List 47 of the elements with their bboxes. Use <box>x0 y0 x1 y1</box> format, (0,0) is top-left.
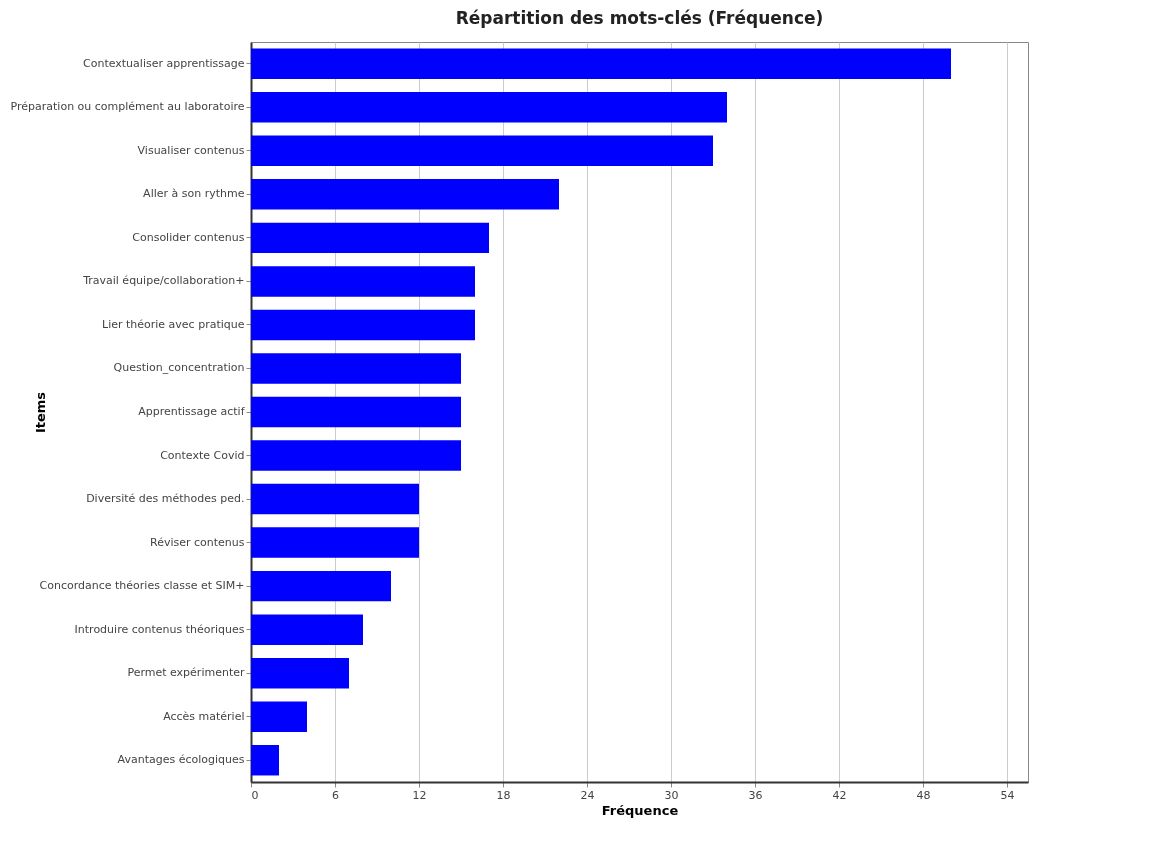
x-tick-label: 30 <box>664 788 679 802</box>
y-tick-label: Introduire contenus théoriques <box>74 622 245 636</box>
y-tick-label: Concordance théories classe et SIM+ <box>39 579 245 593</box>
x-tick-label: 12 <box>412 788 427 802</box>
y-tick-label: Travail équipe/collaboration+ <box>82 274 245 288</box>
y-tick-label: Permet expérimenter <box>127 666 245 680</box>
bar <box>251 396 461 428</box>
bar <box>251 266 475 297</box>
x-tick-label: 54 <box>1000 788 1015 802</box>
y-axis-title: Items <box>32 391 48 434</box>
bar <box>251 309 475 341</box>
bar <box>251 570 391 602</box>
bar <box>251 614 363 645</box>
y-tick-label: Question_concentration <box>113 361 245 375</box>
y-tick-label: Réviser contenus <box>149 535 245 549</box>
y-tick-label: Avantages écologiques <box>117 753 245 767</box>
bar <box>251 135 713 167</box>
x-axis-title: Fréquence <box>601 802 679 818</box>
x-tick-label: 36 <box>748 788 763 802</box>
y-tick-label: Diversité des méthodes ped. <box>86 492 245 506</box>
y-tick-label: Apprentissage actif <box>138 405 246 418</box>
x-tick-label: 24 <box>580 788 595 802</box>
y-tick-label: Préparation ou complément au laboratoire <box>10 100 245 114</box>
y-tick-label: Accès matériel <box>163 709 245 723</box>
bar <box>251 222 489 254</box>
y-tick-label: Visualiser contenus <box>137 143 245 157</box>
bar <box>251 701 307 732</box>
bar <box>251 483 419 515</box>
bar <box>251 657 349 689</box>
x-tick-label: 48 <box>916 788 931 802</box>
bar <box>251 353 461 384</box>
chart-title: Répartition des mots-clés (Fréquence) <box>455 8 824 28</box>
y-tick-label: Consolider contenus <box>132 230 245 244</box>
bar <box>251 440 461 471</box>
y-tick-label: Aller à son rythme <box>143 187 245 201</box>
x-tick-label: 0 <box>251 788 259 802</box>
bar <box>251 92 727 123</box>
y-tick-label: Contexte Covid <box>160 448 245 462</box>
bar <box>251 745 279 776</box>
x-tick-label: 6 <box>332 788 339 802</box>
y-tick-label: Lier théorie avec pratique <box>102 317 245 331</box>
x-tick-label: 42 <box>832 788 847 802</box>
bar <box>251 527 419 558</box>
bar <box>251 48 951 79</box>
bar <box>251 179 559 210</box>
y-tick-label: Contextualiser apprentissage <box>83 56 245 70</box>
x-tick-label: 18 <box>496 788 511 802</box>
